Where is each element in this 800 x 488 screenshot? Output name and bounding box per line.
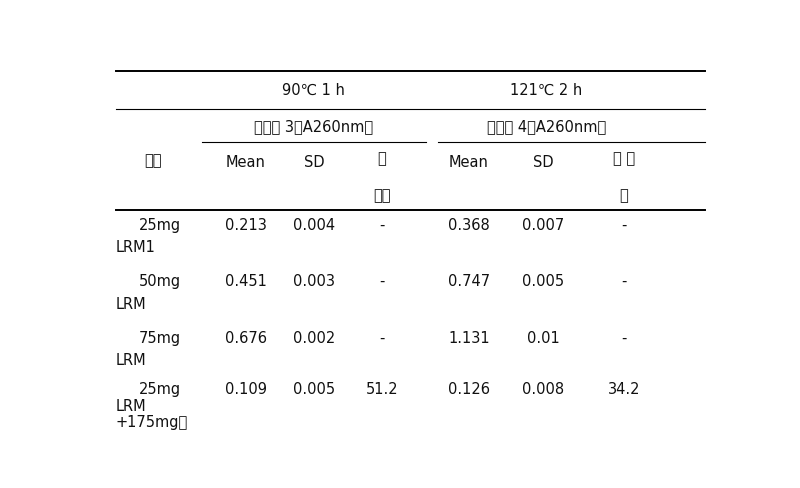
Text: 收率: 收率 (374, 188, 391, 203)
Text: 90℃ 1 h: 90℃ 1 h (282, 83, 346, 98)
Text: Mean: Mean (226, 155, 266, 169)
Text: 25mg: 25mg (138, 382, 181, 396)
Text: 50mg: 50mg (138, 274, 181, 289)
Text: 0.005: 0.005 (293, 382, 335, 396)
Text: 0.109: 0.109 (225, 382, 266, 396)
Text: 0.002: 0.002 (293, 330, 335, 345)
Text: 0.004: 0.004 (293, 217, 335, 232)
Text: LRM: LRM (115, 398, 146, 413)
Text: +175mg纤: +175mg纤 (115, 414, 188, 429)
Text: SD: SD (303, 155, 324, 169)
Text: SD: SD (533, 155, 554, 169)
Text: 处理: 处理 (144, 153, 162, 167)
Text: 34.2: 34.2 (608, 382, 640, 396)
Text: -: - (622, 274, 626, 289)
Text: Mean: Mean (449, 155, 489, 169)
Text: 0.747: 0.747 (448, 274, 490, 289)
Text: LRM1: LRM1 (115, 240, 155, 255)
Text: 回: 回 (378, 151, 386, 166)
Text: 吸光度 3（A260nm）: 吸光度 3（A260nm） (254, 119, 374, 134)
Text: 0.213: 0.213 (225, 217, 266, 232)
Text: 吸光度 4（A260nm）: 吸光度 4（A260nm） (486, 119, 606, 134)
Text: 0.451: 0.451 (225, 274, 266, 289)
Text: -: - (379, 217, 385, 232)
Text: -: - (379, 274, 385, 289)
Text: 75mg: 75mg (138, 330, 181, 345)
Text: 0.01: 0.01 (527, 330, 560, 345)
Text: 121℃ 2 h: 121℃ 2 h (510, 83, 582, 98)
Text: 0.126: 0.126 (448, 382, 490, 396)
Text: 0.676: 0.676 (225, 330, 266, 345)
Text: 率: 率 (619, 188, 628, 203)
Text: 0.003: 0.003 (293, 274, 335, 289)
Text: -: - (622, 330, 626, 345)
Text: 0.008: 0.008 (522, 382, 564, 396)
Text: -: - (622, 217, 626, 232)
Text: 0.007: 0.007 (522, 217, 565, 232)
Text: LRM: LRM (115, 296, 146, 311)
Text: 25mg: 25mg (138, 217, 181, 232)
Text: 0.368: 0.368 (448, 217, 490, 232)
Text: 1.131: 1.131 (448, 330, 490, 345)
Text: 回 收: 回 收 (613, 151, 635, 166)
Text: LRM: LRM (115, 353, 146, 367)
Text: 51.2: 51.2 (366, 382, 398, 396)
Text: 0.005: 0.005 (522, 274, 564, 289)
Text: -: - (379, 330, 385, 345)
